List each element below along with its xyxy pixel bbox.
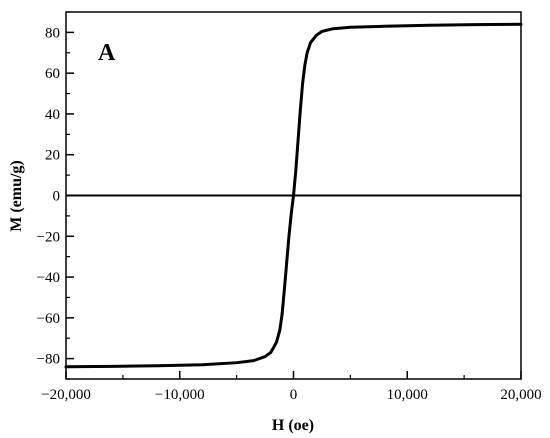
y-tick-label: 0: [53, 189, 61, 205]
panel-label: A: [98, 40, 116, 66]
y-tick-label: 20: [45, 148, 60, 164]
y-tick-label: 80: [45, 25, 60, 41]
x-axis-ticks: −20,000 −10,000 0 10,000 20,000: [41, 371, 542, 403]
y-tick-label: 60: [45, 66, 60, 82]
y-axis-title: M (emu/g): [8, 160, 25, 232]
x-axis-title: H (oe): [272, 417, 314, 434]
y-tick-label: −60: [37, 311, 60, 327]
y-tick-label: −40: [37, 270, 60, 286]
magnetization-curve: [64, 22, 523, 369]
y-tick-label: −20: [37, 229, 60, 245]
y-axis-ticks: −80 −60 −40 −20 0 20 40 60 80: [37, 11, 74, 380]
x-tick-label: 20,000: [500, 387, 541, 403]
x-tick-label: −10,000: [155, 387, 205, 403]
x-tick-label: 0: [290, 387, 298, 403]
y-tick-label: 40: [45, 107, 60, 123]
y-tick-label: −80: [37, 352, 60, 368]
x-tick-label: −20,000: [41, 387, 91, 403]
x-tick-label: 10,000: [387, 387, 428, 403]
